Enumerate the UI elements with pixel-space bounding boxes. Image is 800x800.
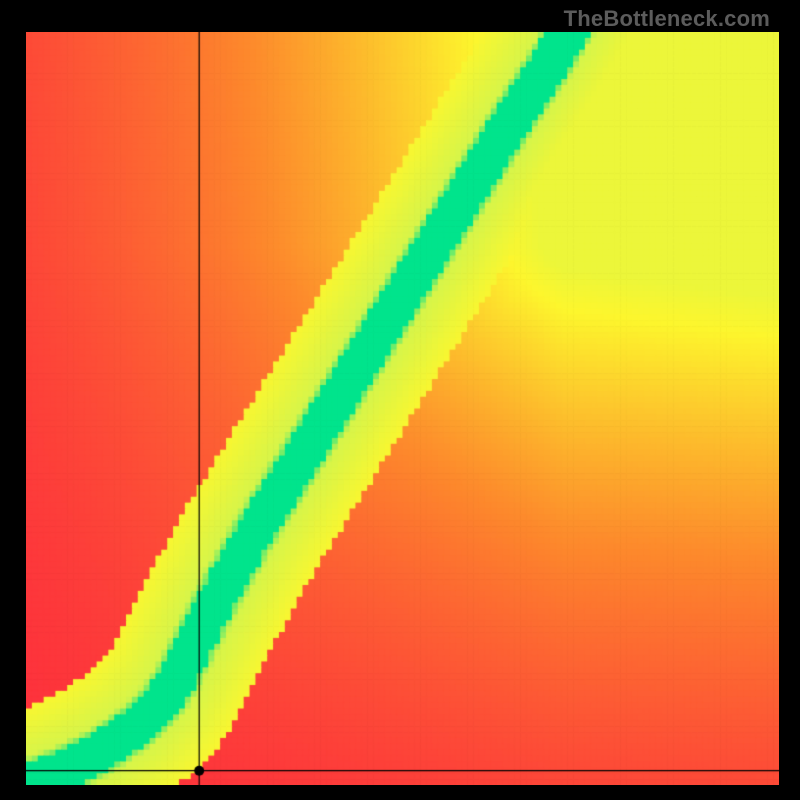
chart-container: TheBottleneck.com xyxy=(0,0,800,800)
watermark-text: TheBottleneck.com xyxy=(564,6,770,32)
bottleneck-heatmap xyxy=(26,32,779,785)
